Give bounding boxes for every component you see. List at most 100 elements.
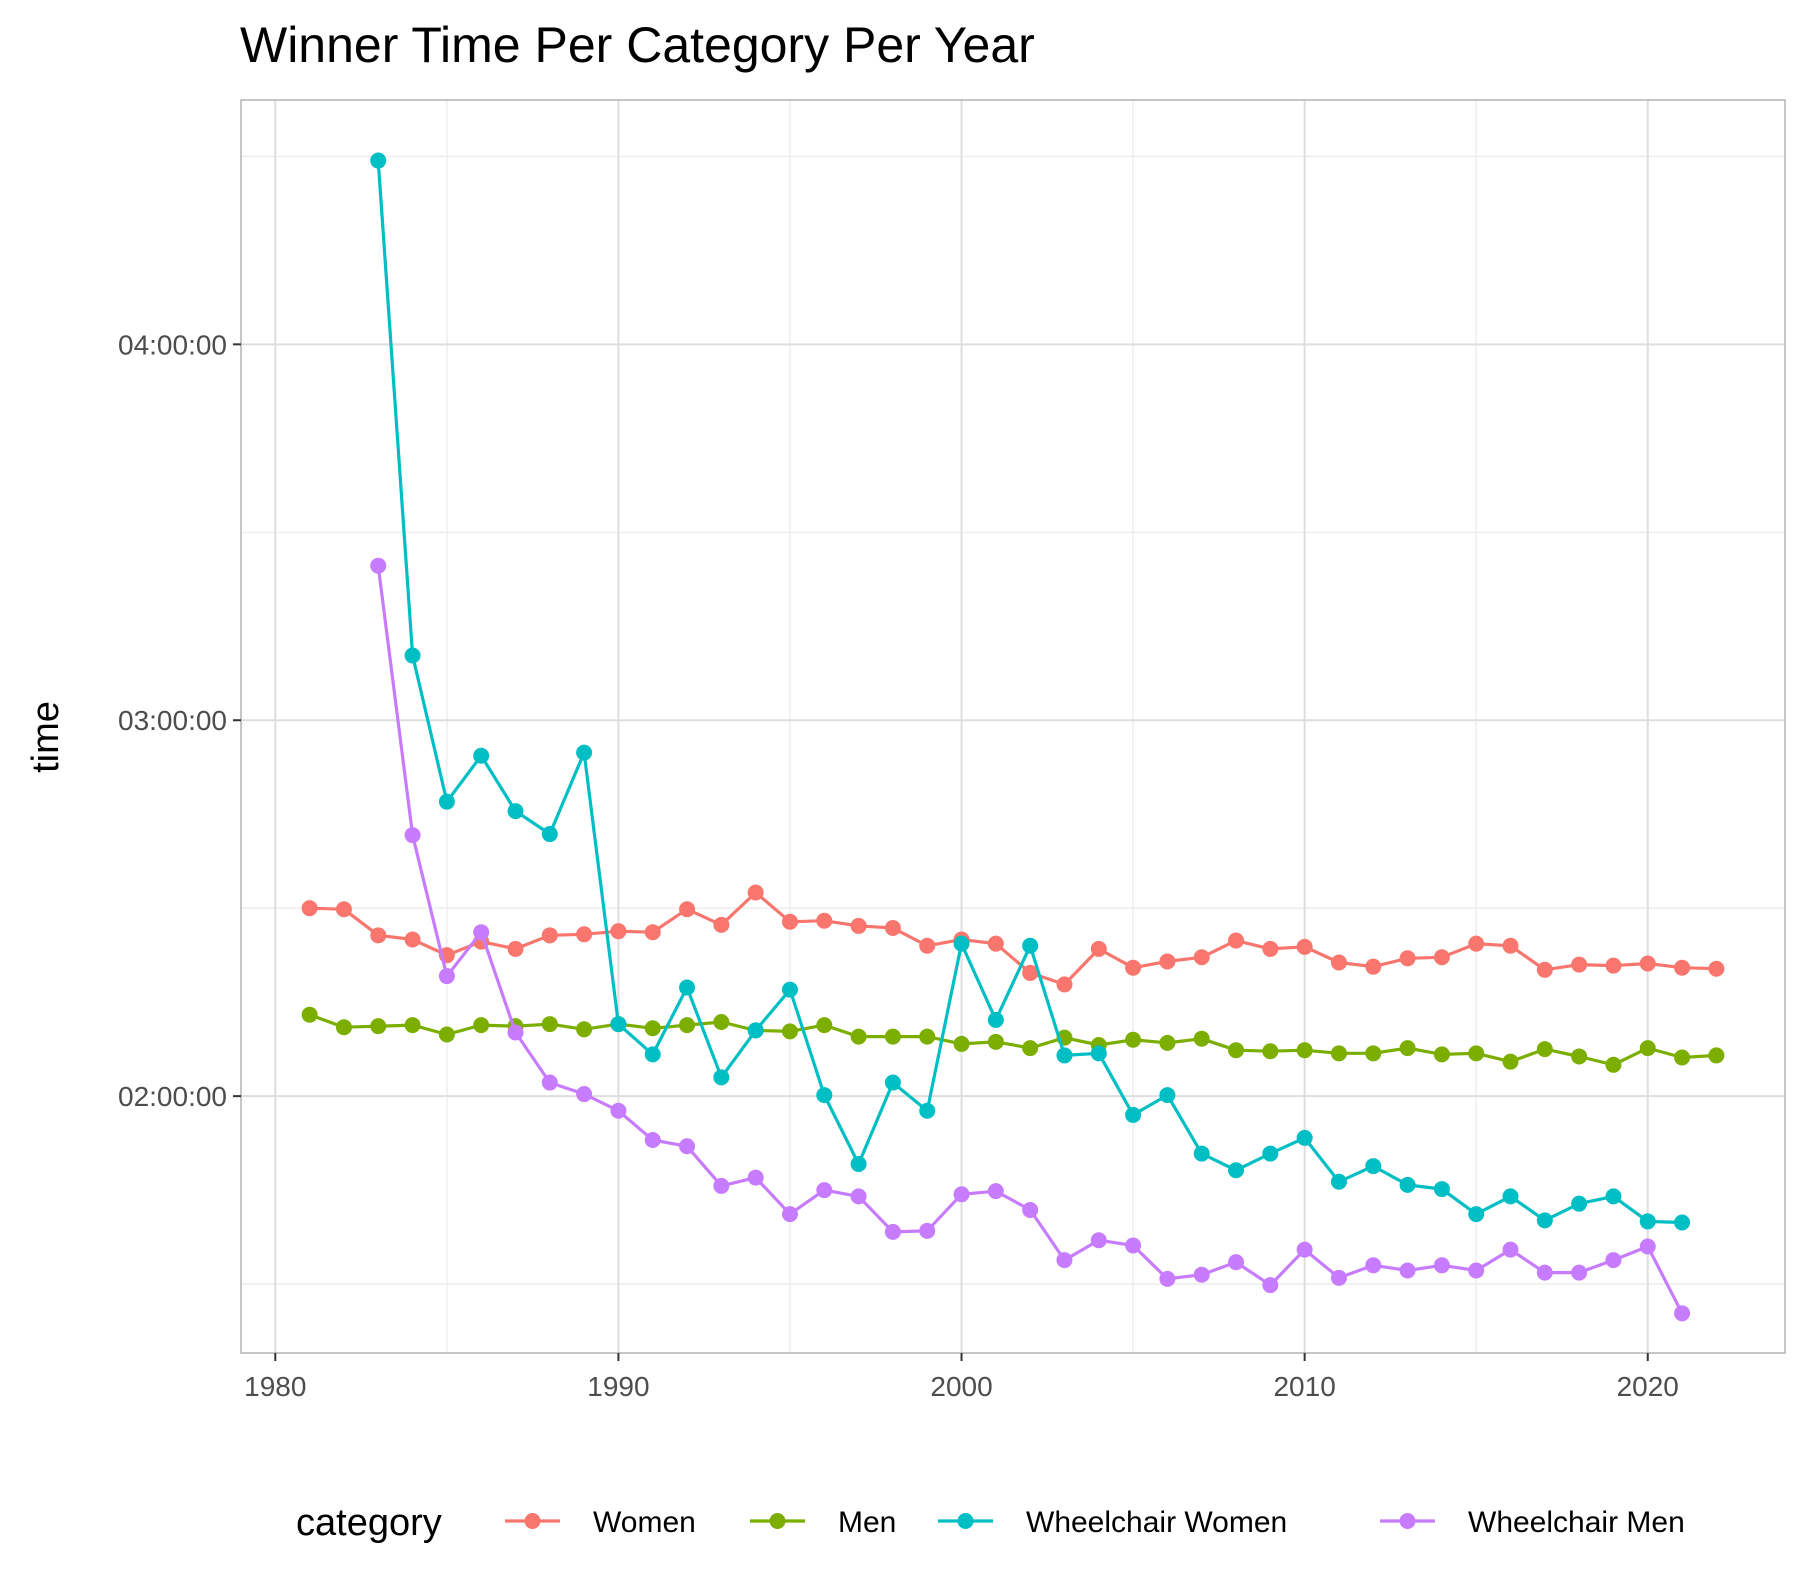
data-point-wheelchair-men: [1056, 1252, 1073, 1269]
data-point-wheelchair-men: [1639, 1238, 1656, 1255]
legend-key-point: [1399, 1513, 1416, 1529]
data-point-women: [781, 913, 798, 930]
data-point-men: [1674, 1049, 1691, 1066]
data-point-wheelchair-men: [884, 1223, 901, 1240]
data-point-women: [335, 901, 352, 918]
data-point-wheelchair-women: [1193, 1145, 1210, 1162]
data-point-wheelchair-women: [1433, 1181, 1450, 1198]
data-point-women: [816, 912, 833, 929]
data-point-wheelchair-women: [1090, 1045, 1107, 1062]
y-tick-label: 03:00:00: [118, 705, 227, 736]
data-point-men: [850, 1028, 867, 1045]
data-point-men: [301, 1006, 318, 1023]
data-point-women: [1056, 976, 1073, 993]
x-tick-label: 2000: [930, 1371, 992, 1402]
data-point-wheelchair-men: [473, 924, 490, 941]
data-point-women: [1433, 949, 1450, 966]
data-point-men: [1296, 1042, 1313, 1059]
x-tick-label: 2020: [1617, 1371, 1679, 1402]
data-point-wheelchair-men: [1090, 1232, 1107, 1249]
grid-layer: [241, 100, 1785, 1353]
data-point-men: [541, 1016, 558, 1033]
data-point-wheelchair-men: [1330, 1269, 1347, 1286]
data-point-wheelchair-women: [473, 747, 490, 764]
data-point-wheelchair-women: [884, 1074, 901, 1091]
data-point-wheelchair-men: [679, 1138, 696, 1155]
data-point-wheelchair-women: [644, 1046, 661, 1063]
data-point-women: [1090, 940, 1107, 957]
data-point-wheelchair-women: [1262, 1145, 1279, 1162]
data-point-men: [644, 1020, 661, 1037]
data-point-men: [576, 1021, 593, 1038]
series-layer: [301, 152, 1725, 1322]
data-point-women: [1605, 957, 1622, 974]
data-point-wheelchair-women: [679, 979, 696, 996]
data-point-men: [1708, 1047, 1725, 1064]
data-point-wheelchair-men: [1022, 1201, 1039, 1218]
data-point-men: [1193, 1030, 1210, 1047]
data-point-women: [1330, 954, 1347, 971]
data-point-wheelchair-women: [919, 1102, 936, 1119]
data-point-wheelchair-men: [610, 1102, 627, 1119]
data-point-wheelchair-women: [1502, 1188, 1519, 1205]
data-point-women: [1399, 950, 1416, 967]
data-point-wheelchair-men: [438, 968, 455, 985]
data-point-men: [884, 1028, 901, 1045]
data-point-wheelchair-men: [850, 1188, 867, 1205]
data-point-women: [1708, 960, 1725, 977]
data-point-women: [1228, 932, 1245, 949]
data-point-wheelchair-men: [953, 1186, 970, 1203]
data-point-women: [1639, 955, 1656, 972]
data-point-men: [1125, 1031, 1142, 1048]
data-point-women: [1468, 935, 1485, 952]
axis-layer: 1980 1990 2000 2010 2020 02:00:00 03:00:00 04:0…: [118, 329, 1679, 1402]
data-point-men: [404, 1017, 421, 1034]
data-point-wheelchair-women: [507, 803, 524, 820]
data-point-wheelchair-men: [1296, 1241, 1313, 1258]
data-point-women: [1193, 949, 1210, 966]
data-point-wheelchair-men: [1399, 1262, 1416, 1279]
legend-label: Men: [838, 1506, 896, 1539]
data-point-women: [404, 931, 421, 948]
data-point-wheelchair-men: [1193, 1266, 1210, 1283]
data-point-wheelchair-women: [1022, 937, 1039, 954]
data-point-wheelchair-men: [1365, 1257, 1382, 1274]
data-point-wheelchair-women: [1468, 1206, 1485, 1223]
series-wheelchair-women: [370, 152, 1691, 1231]
data-point-women: [1674, 959, 1691, 976]
data-point-women: [1022, 964, 1039, 981]
data-point-women: [919, 937, 936, 954]
data-point-women: [1296, 938, 1313, 955]
data-point-wheelchair-men: [1674, 1305, 1691, 1322]
data-point-wheelchair-men: [370, 557, 387, 574]
data-point-wheelchair-women: [404, 647, 421, 664]
data-point-wheelchair-men: [541, 1074, 558, 1091]
data-point-wheelchair-women: [1159, 1087, 1176, 1104]
data-point-wheelchair-women: [1674, 1214, 1691, 1231]
data-point-wheelchair-women: [541, 826, 558, 843]
data-point-wheelchair-women: [1536, 1212, 1553, 1229]
data-point-wheelchair-women: [576, 744, 593, 761]
series-wheelchair-men: [370, 557, 1691, 1322]
data-point-wheelchair-men: [1536, 1264, 1553, 1281]
data-point-men: [1536, 1041, 1553, 1058]
data-point-women: [301, 900, 318, 917]
data-point-wheelchair-women: [1056, 1047, 1073, 1064]
data-point-women: [644, 924, 661, 941]
legend: category Women Men Wheelchair Women Wheelch…: [296, 1502, 1685, 1544]
data-point-women: [576, 926, 593, 943]
data-point-wheelchair-men: [919, 1222, 936, 1239]
data-point-men: [438, 1026, 455, 1043]
data-point-men: [1605, 1056, 1622, 1073]
data-point-men: [679, 1017, 696, 1034]
data-point-men: [713, 1013, 730, 1030]
data-point-men: [1159, 1034, 1176, 1051]
data-point-women: [610, 923, 627, 940]
data-point-wheelchair-men: [1159, 1270, 1176, 1287]
chart-title: Winner Time Per Category Per Year: [240, 17, 1035, 73]
data-point-men: [1262, 1043, 1279, 1060]
data-point-wheelchair-women: [1296, 1129, 1313, 1146]
x-tick-label: 1980: [244, 1371, 306, 1402]
